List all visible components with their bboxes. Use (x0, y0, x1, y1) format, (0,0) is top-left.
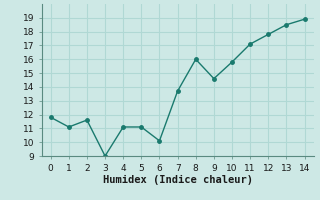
X-axis label: Humidex (Indice chaleur): Humidex (Indice chaleur) (103, 175, 252, 185)
